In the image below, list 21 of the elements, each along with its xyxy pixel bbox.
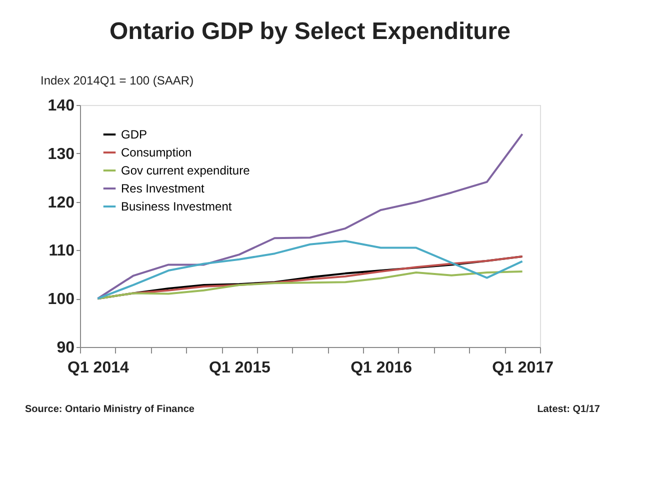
legend-label: GDP — [121, 128, 148, 142]
y-tick-label: 90 — [56, 340, 75, 356]
legend-label: Consumption — [121, 146, 192, 160]
x-tick-label: Q1 2016 — [350, 360, 412, 376]
y-tick-label: 140 — [48, 98, 75, 114]
y-tick-label: 130 — [48, 146, 75, 163]
chart-title: Ontario GDP by Select Expenditure — [110, 18, 510, 45]
y-tick-label: 100 — [48, 291, 75, 308]
x-tick-label: Q1 2017 — [492, 360, 554, 376]
legend-label: Business Investment — [121, 200, 232, 214]
source-note: Source: Ontario Ministry of Finance — [25, 404, 195, 415]
legend-label: Res Investment — [121, 182, 206, 196]
y-tick-label: 110 — [48, 242, 75, 260]
text: Latest: Q1/17 — [537, 404, 600, 415]
x-tick-label: Q1 2015 — [209, 360, 271, 376]
legend-label: Gov current expenditure — [121, 164, 250, 178]
y-tick-label: 120 — [48, 194, 75, 212]
line-series — [96, 240, 524, 300]
line-series — [96, 270, 524, 300]
y-axis-title: Index 2014Q1 = 100 (SAAR) — [40, 74, 194, 88]
x-tick-label: Q1 2014 — [67, 360, 129, 376]
